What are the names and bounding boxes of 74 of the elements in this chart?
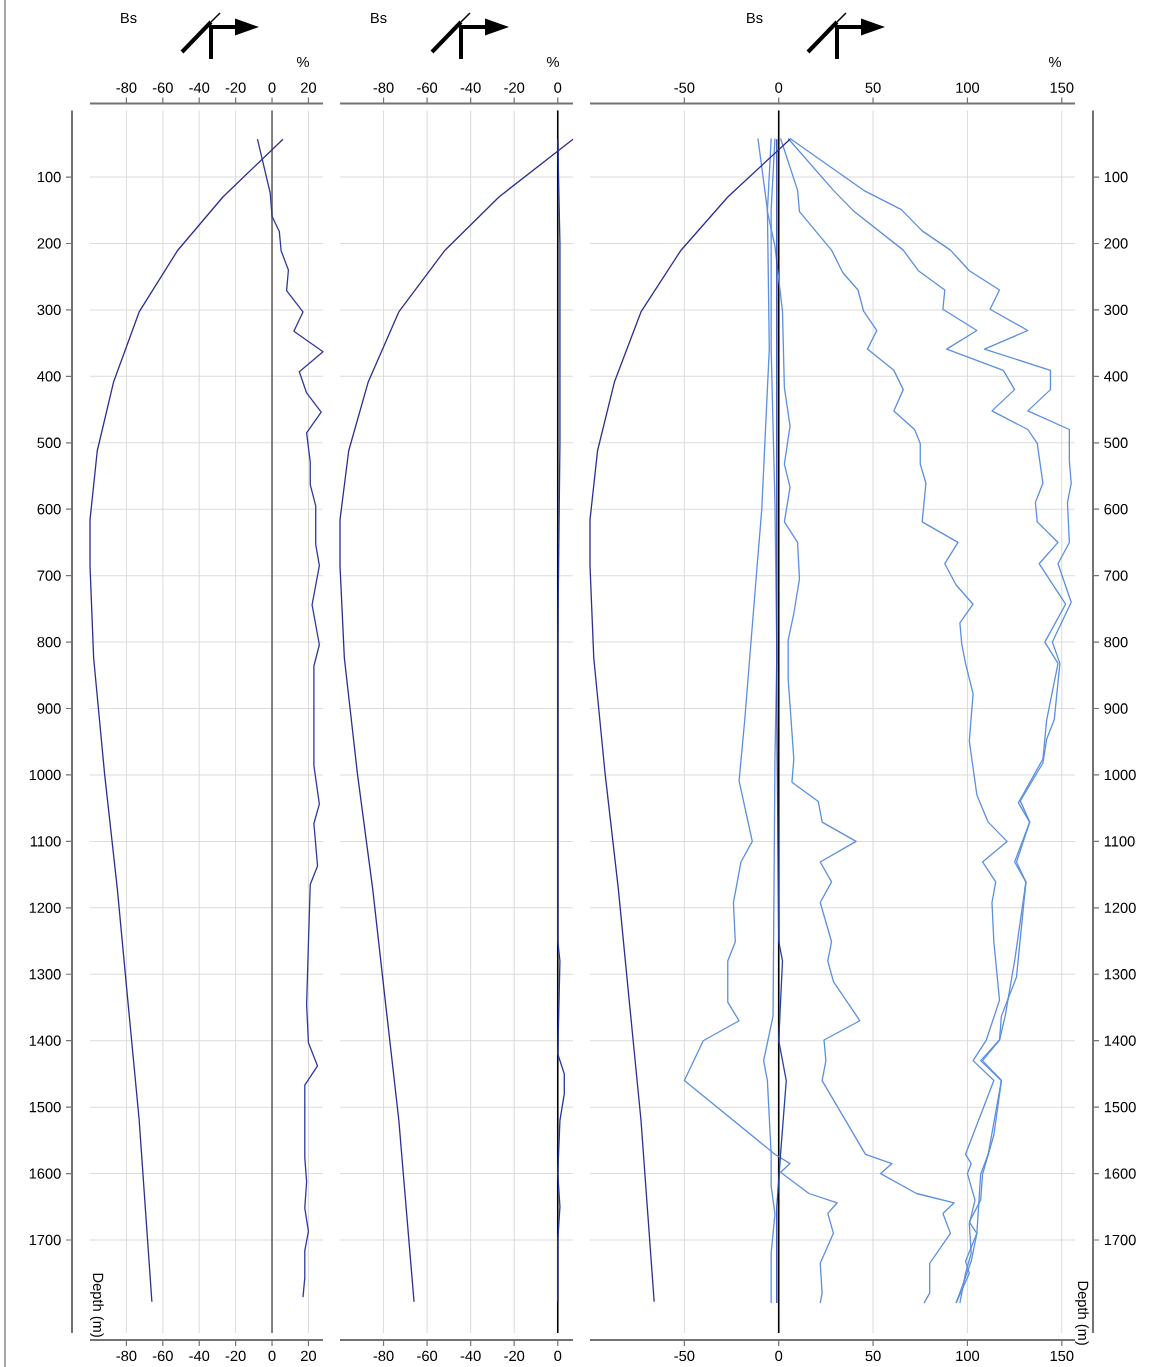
x2-tick-label: 50 <box>865 1350 881 1362</box>
y-tick-label: 1700 <box>29 1234 61 1246</box>
x2-tick-label: -50 <box>674 1350 695 1362</box>
y-tick-label: 400 <box>37 371 61 382</box>
y-tick-label: 1200 <box>29 902 61 914</box>
y-tick-label: 500 <box>37 437 61 448</box>
x-tick-label: 100 <box>956 82 980 93</box>
x2-tick-label: -80 <box>116 1350 137 1362</box>
y-axis-title: Depth (m) <box>1075 1281 1089 1345</box>
y-tick-label: 1500 <box>29 1101 61 1113</box>
x2-tick-label: -20 <box>504 1350 525 1362</box>
y-tick-label: 500 <box>1104 437 1128 448</box>
x-tick-label: 150 <box>1050 82 1074 93</box>
y-tick-label: 1700 <box>1104 1234 1136 1246</box>
y-axis-title: Depth (m) <box>90 1273 104 1337</box>
y-tick-label: 300 <box>37 304 61 316</box>
x-tick-label: -20 <box>225 82 246 93</box>
y-tick-label: 200 <box>1104 238 1128 249</box>
y-tick-label: 600 <box>1104 504 1128 515</box>
y-tick-label: 1300 <box>29 969 61 980</box>
x-tick-label: -40 <box>460 82 481 93</box>
chart-title: Bs <box>747 12 763 24</box>
x-tick-label: -60 <box>417 82 438 93</box>
y-tick-label: 700 <box>1104 570 1128 581</box>
y-tick-label: 1600 <box>29 1168 61 1179</box>
x2-tick-label: -80 <box>373 1350 394 1362</box>
y-tick-label: 1100 <box>1104 836 1135 847</box>
y-tick-label: 1600 <box>1104 1168 1136 1179</box>
y-tick-label: 700 <box>37 570 61 581</box>
x-tick-label: 0 <box>775 82 783 93</box>
y-tick-label: 800 <box>37 636 61 648</box>
x-tick-label: 0 <box>554 82 562 93</box>
x2-tick-label: 0 <box>268 1350 276 1362</box>
y-tick-label: 1400 <box>1104 1035 1136 1046</box>
y-tick-label: 1300 <box>1104 969 1136 980</box>
x-tick-label: -40 <box>189 82 210 93</box>
y-tick-label: 800 <box>1104 636 1128 648</box>
x2-axis-title: % <box>547 56 559 68</box>
x-tick-label: -60 <box>152 82 173 93</box>
x-tick-label: 20 <box>301 82 316 93</box>
chart-title: Bs <box>121 12 137 24</box>
x2-axis-title: % <box>1049 56 1061 68</box>
y-tick-label: 300 <box>1104 304 1128 316</box>
y-tick-label: 1000 <box>1104 769 1136 781</box>
x-tick-label: 0 <box>268 82 276 93</box>
y-tick-label: 600 <box>37 504 61 515</box>
x2-tick-label: 0 <box>554 1350 562 1362</box>
y-tick-label: 1400 <box>29 1035 61 1046</box>
y-tick-label: 400 <box>1104 371 1128 382</box>
x2-tick-label: -40 <box>189 1350 210 1362</box>
x-tick-label: -20 <box>504 82 525 93</box>
x2-axis-title: % <box>297 56 309 68</box>
y-tick-label: 200 <box>37 238 61 249</box>
x-tick-label: -80 <box>116 82 137 93</box>
x2-tick-label: -60 <box>152 1350 173 1362</box>
y-tick-label: 1200 <box>1104 902 1136 914</box>
y-tick-label: 900 <box>37 703 61 714</box>
x-tick-label: -80 <box>373 82 394 93</box>
x-tick-label: 50 <box>865 82 881 93</box>
x2-tick-label: -40 <box>460 1350 481 1362</box>
x2-tick-label: -20 <box>225 1350 246 1362</box>
y-tick-label: 1000 <box>29 769 61 781</box>
x2-tick-label: 100 <box>956 1350 980 1362</box>
chart-title: Bs <box>371 12 387 24</box>
y-tick-label: 900 <box>1104 703 1128 714</box>
x-tick-label: -50 <box>674 82 695 93</box>
x2-tick-label: 0 <box>775 1350 783 1362</box>
y-tick-label: 1500 <box>1104 1101 1136 1113</box>
y-tick-label: 100 <box>1104 171 1128 183</box>
y-tick-label: 1100 <box>30 836 61 847</box>
y-tick-label: 100 <box>37 171 61 183</box>
x2-tick-label: -60 <box>417 1350 438 1362</box>
x2-tick-label: 20 <box>301 1350 316 1362</box>
x2-tick-label: 150 <box>1050 1350 1074 1362</box>
